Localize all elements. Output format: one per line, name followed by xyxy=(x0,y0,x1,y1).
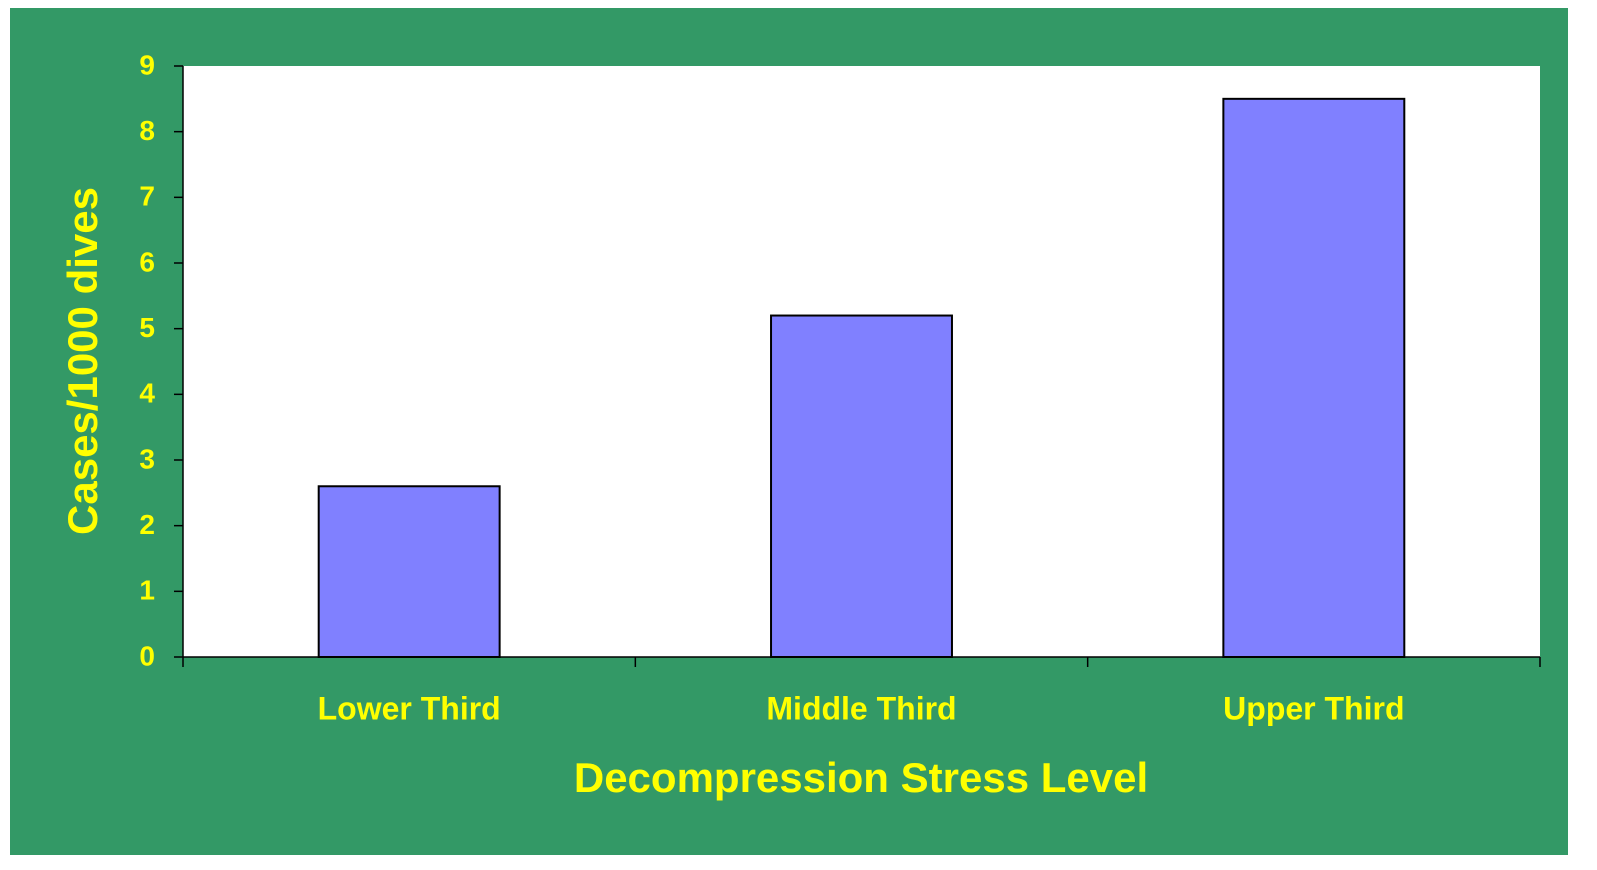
y-tick-label: 4 xyxy=(139,378,155,409)
y-tick-label: 5 xyxy=(139,312,155,343)
y-tick-label: 2 xyxy=(139,509,155,540)
y-axis-title: Cases/1000 dives xyxy=(59,187,106,535)
y-tick-label: 6 xyxy=(139,246,155,277)
bar xyxy=(770,314,953,658)
y-tick-label: 1 xyxy=(139,575,155,606)
y-tick-label: 8 xyxy=(139,115,155,146)
x-tick-label: Middle Third xyxy=(766,690,956,726)
y-tick-label: 0 xyxy=(139,640,155,671)
x-axis-title: Decompression Stress Level xyxy=(574,754,1148,801)
y-tick-label: 3 xyxy=(139,443,155,474)
y-tick-label: 7 xyxy=(139,181,155,212)
x-tick-label: Upper Third xyxy=(1223,690,1404,726)
x-tick-label: Lower Third xyxy=(318,690,501,726)
y-tick-label: 9 xyxy=(139,49,155,80)
bar xyxy=(317,485,501,658)
bar xyxy=(1222,97,1406,659)
